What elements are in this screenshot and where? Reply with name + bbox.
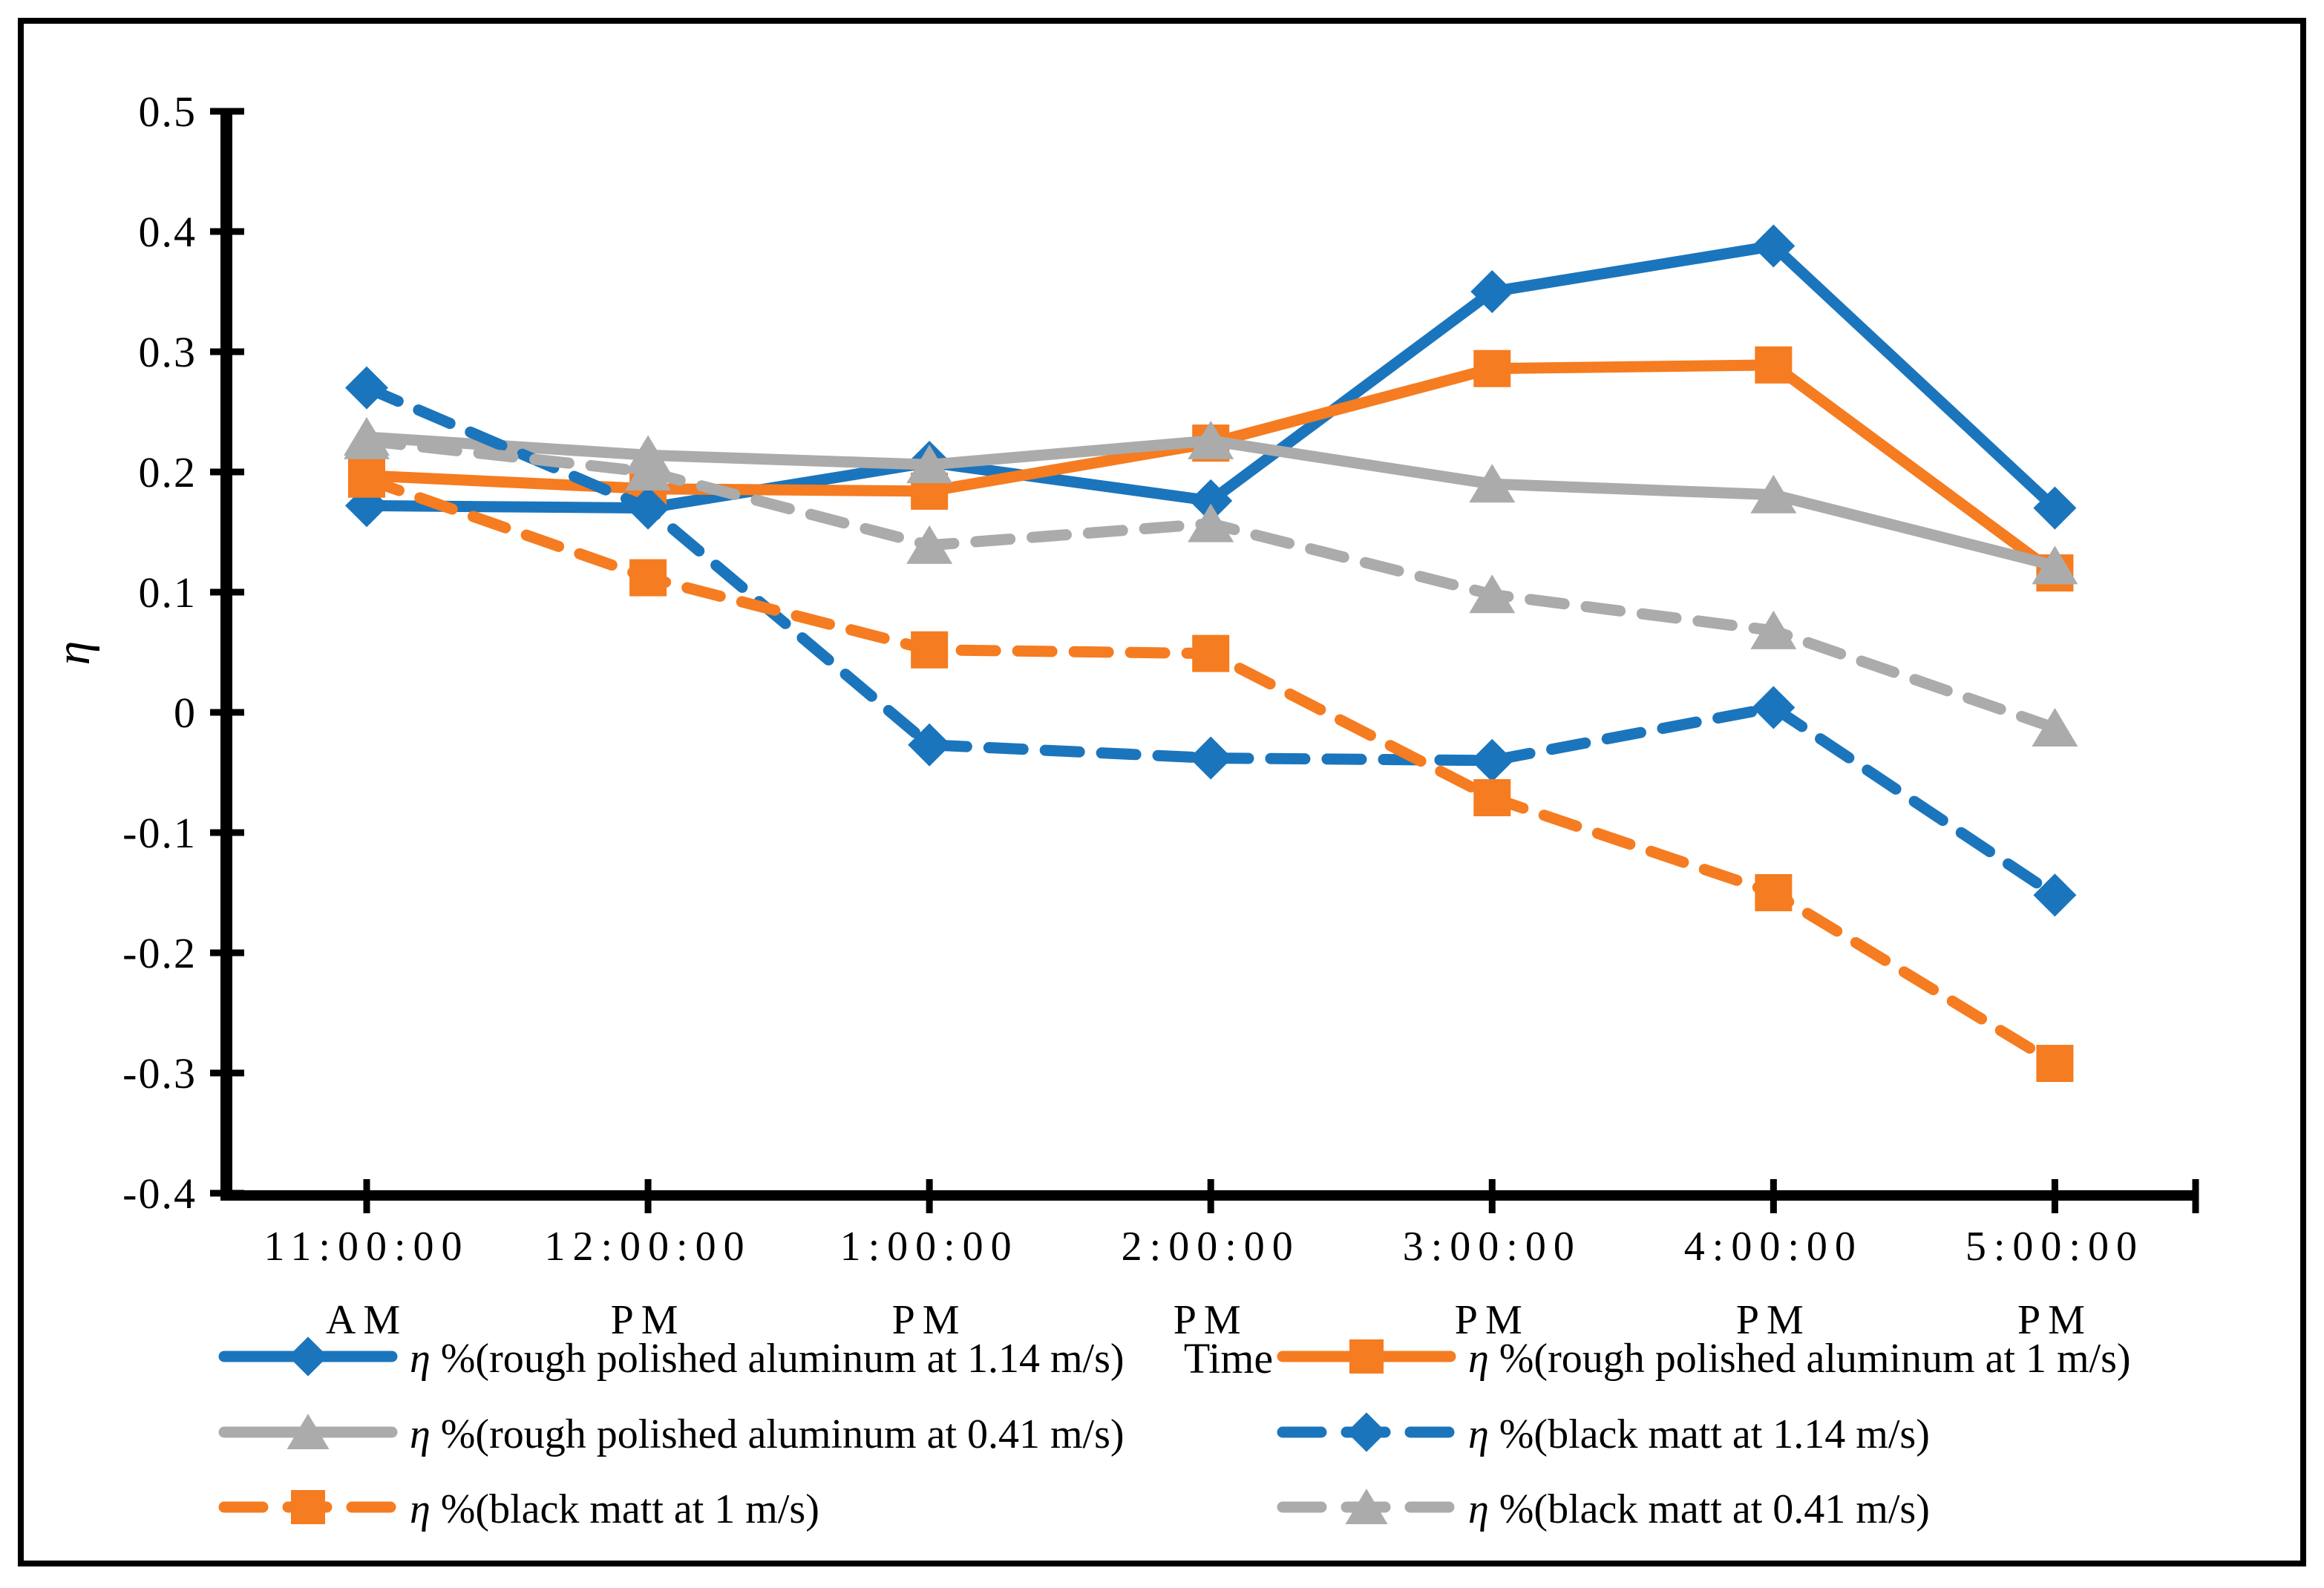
data-point-marker-diamond <box>1189 736 1233 780</box>
x-tick-label: 3:00:00 PM <box>1403 1224 1582 1343</box>
series-3 <box>345 366 2077 917</box>
y-axis-title: η <box>46 641 100 666</box>
x-tick-label: 5:00:00 PM <box>1965 1224 2144 1343</box>
y-tick-label: -0.1 <box>122 809 197 857</box>
y-tick-label: 0.1 <box>139 568 197 617</box>
x-tick-label: 4:00:00 PM <box>1684 1224 1863 1343</box>
data-point-marker-triangle <box>906 525 953 564</box>
data-point-marker-triangle <box>1750 610 1797 649</box>
data-point-marker-triangle <box>1750 474 1797 514</box>
y-tick-label: 0 <box>174 689 197 737</box>
data-point-marker-diamond <box>908 723 952 767</box>
outer-frame <box>18 18 2306 1566</box>
data-point-marker-square <box>348 460 385 498</box>
data-point-marker-diamond <box>345 366 388 410</box>
legend-item: η %(rough polished aluminum at 1.14 m/s) <box>218 1336 1125 1382</box>
data-point-marker-diamond <box>1470 738 1514 782</box>
data-point-marker-triangle <box>2032 708 2078 747</box>
data-point-marker-square <box>291 1490 325 1524</box>
data-point-marker-triangle <box>906 444 953 484</box>
data-point-marker-triangle <box>344 420 390 459</box>
data-point-marker-triangle <box>287 1414 330 1449</box>
data-point-marker-square <box>1192 634 1230 672</box>
y-tick-label: 0.2 <box>139 448 197 496</box>
data-point-marker-square <box>911 631 949 669</box>
legend-label: η %(black matt at 0.41 m/s) <box>1468 1486 1930 1532</box>
y-tick-label: 0.4 <box>139 208 197 256</box>
x-axis-title: Time <box>1184 1334 1273 1382</box>
legend-item: η %(black matt at 1.14 m/s) <box>1277 1411 1930 1457</box>
legend-label: η %(rough polished aluminum at 0.41 m/s) <box>410 1411 1125 1457</box>
data-point-marker-square <box>1473 779 1511 817</box>
x-tick-label: 2:00:00 PM <box>1122 1224 1300 1343</box>
legend-label: η %(rough polished aluminum at 1 m/s) <box>1468 1336 2131 1382</box>
data-point-marker-square <box>1755 346 1793 384</box>
data-point-marker-triangle <box>1469 574 1516 614</box>
legend-item: η %(black matt at 0.41 m/s) <box>1277 1486 1930 1532</box>
data-point-marker-triangle <box>1188 420 1234 459</box>
data-point-marker-triangle <box>1469 464 1516 503</box>
y-tick-label: -0.2 <box>122 929 197 977</box>
data-point-marker-square <box>1473 350 1511 387</box>
y-tick-label: -0.4 <box>122 1169 197 1218</box>
data-point-marker-square <box>1349 1339 1384 1374</box>
series-4 <box>348 460 2074 1083</box>
y-tick-label: -0.3 <box>122 1049 197 1098</box>
data-point-marker-triangle <box>625 452 672 490</box>
legend-label: η %(black matt at 1 m/s) <box>410 1486 819 1532</box>
data-point-marker-diamond <box>1346 1412 1387 1452</box>
legend-label: η %(black matt at 1.14 m/s) <box>1468 1411 1930 1457</box>
data-point-marker-diamond <box>2033 486 2077 530</box>
x-tick-label: 12:00:00 PM <box>545 1224 752 1343</box>
x-tick-label: 11:00:00 AM <box>264 1224 469 1343</box>
legend-item: η %(black matt at 1 m/s) <box>218 1486 819 1532</box>
y-tick-label: 0.5 <box>139 88 197 136</box>
data-point-marker-triangle <box>1188 503 1234 542</box>
data-point-marker-diamond <box>1189 479 1233 522</box>
data-point-marker-diamond <box>288 1336 328 1377</box>
series-5 <box>344 420 2078 747</box>
y-tick-label: 0.3 <box>139 328 197 376</box>
legend-item: η %(rough polished aluminum at 1 m/s) <box>1277 1336 2131 1382</box>
data-point-marker-square <box>1755 874 1793 911</box>
data-point-marker-diamond <box>1752 224 1796 268</box>
data-point-marker-square <box>629 559 667 597</box>
legend-item: η %(rough polished aluminum at 0.41 m/s) <box>218 1411 1125 1457</box>
data-point-marker-triangle <box>2032 545 2078 585</box>
data-point-marker-diamond <box>1752 686 1796 729</box>
data-point-marker-square <box>2036 1045 2074 1083</box>
x-tick-label: 1:00:00 PM <box>840 1224 1019 1343</box>
data-point-marker-diamond <box>626 486 670 530</box>
data-point-marker-diamond <box>1470 270 1514 313</box>
chart-generated-content: 0.5 0.4 0.3 0.2 0.1 0 -0.1 -0.2 -0.3 -0.4 11:00:00… <box>122 88 2199 1532</box>
data-point-marker-diamond <box>2033 873 2077 917</box>
data-point-marker-triangle <box>1345 1489 1388 1524</box>
legend-label: η %(rough polished aluminum at 1.14 m/s) <box>410 1336 1125 1382</box>
